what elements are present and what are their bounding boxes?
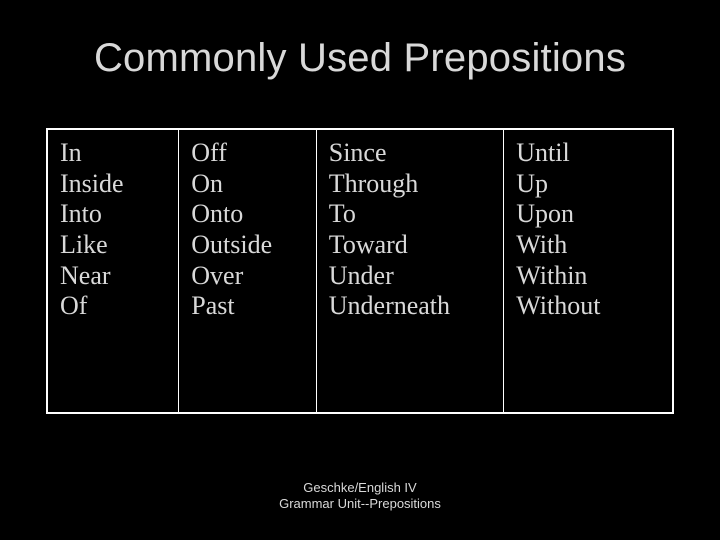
footer-line: Grammar Unit--Prepositions xyxy=(0,496,720,512)
table-row: In Inside Into Like Near Of Off On Onto … xyxy=(48,130,673,413)
table-cell: Since Through To Toward Under Underneath xyxy=(316,130,504,413)
word: Without xyxy=(516,291,662,322)
prepositions-table: In Inside Into Like Near Of Off On Onto … xyxy=(46,128,674,414)
word: Near xyxy=(60,261,168,292)
word-list: In Inside Into Like Near Of xyxy=(60,138,168,322)
word: Over xyxy=(191,261,306,292)
word: Through xyxy=(329,169,494,200)
slide-title: Commonly Used Prepositions xyxy=(0,0,720,81)
word: Since xyxy=(329,138,494,169)
word: Outside xyxy=(191,230,306,261)
word: Under xyxy=(329,261,494,292)
word: Up xyxy=(516,169,662,200)
word: Toward xyxy=(329,230,494,261)
table-cell: In Inside Into Like Near Of xyxy=(48,130,179,413)
table-cell: Until Up Upon With Within Without xyxy=(504,130,673,413)
word: Like xyxy=(60,230,168,261)
word: Inside xyxy=(60,169,168,200)
table-cell: Off On Onto Outside Over Past xyxy=(179,130,317,413)
word: Onto xyxy=(191,199,306,230)
word-list: Until Up Upon With Within Without xyxy=(516,138,662,322)
word: With xyxy=(516,230,662,261)
word-list: Since Through To Toward Under Underneath xyxy=(329,138,494,322)
footer-line: Geschke/English IV xyxy=(0,480,720,496)
word: Until xyxy=(516,138,662,169)
table: In Inside Into Like Near Of Off On Onto … xyxy=(47,129,673,413)
word: Off xyxy=(191,138,306,169)
word: Of xyxy=(60,291,168,322)
word: Within xyxy=(516,261,662,292)
slide-footer: Geschke/English IV Grammar Unit--Preposi… xyxy=(0,480,720,513)
slide: Commonly Used Prepositions In Inside Int… xyxy=(0,0,720,540)
word: Past xyxy=(191,291,306,322)
word: In xyxy=(60,138,168,169)
word-list: Off On Onto Outside Over Past xyxy=(191,138,306,322)
word: To xyxy=(329,199,494,230)
word: On xyxy=(191,169,306,200)
word: Upon xyxy=(516,199,662,230)
word: Underneath xyxy=(329,291,494,322)
word: Into xyxy=(60,199,168,230)
